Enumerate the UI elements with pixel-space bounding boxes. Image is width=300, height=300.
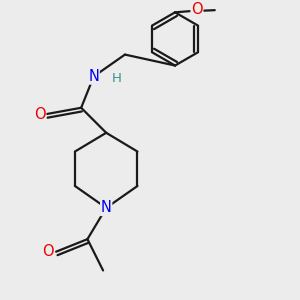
Text: H: H: [112, 71, 122, 85]
Text: O: O: [34, 106, 46, 122]
Text: O: O: [43, 244, 54, 259]
Text: O: O: [191, 2, 203, 17]
Text: N: N: [88, 69, 99, 84]
Text: N: N: [101, 200, 112, 215]
